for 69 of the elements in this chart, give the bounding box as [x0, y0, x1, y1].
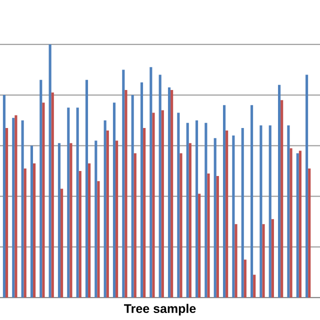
bar [30, 146, 34, 298]
bar [104, 120, 106, 298]
bar [177, 112, 180, 298]
bar [122, 70, 125, 298]
bar [308, 168, 311, 298]
bar [234, 224, 238, 298]
bar [287, 125, 290, 298]
bar [222, 105, 226, 298]
bar [21, 120, 24, 298]
bar [106, 130, 109, 298]
bar [253, 274, 256, 298]
bar [161, 110, 164, 298]
bar [6, 128, 8, 298]
bar [204, 122, 208, 298]
bar [33, 163, 36, 298]
bar [78, 170, 82, 298]
bar [262, 224, 265, 298]
bar [306, 74, 308, 298]
bar [12, 118, 15, 298]
bar [94, 140, 98, 298]
bar [226, 130, 228, 298]
bar [158, 74, 162, 298]
bar [51, 92, 54, 298]
bar [195, 120, 198, 298]
bar [260, 125, 262, 298]
bar [40, 80, 42, 298]
bar [60, 188, 64, 298]
bar [76, 108, 79, 298]
bar [280, 100, 284, 298]
bar [116, 140, 118, 298]
bar [48, 44, 52, 298]
bar [67, 108, 70, 298]
bar [24, 168, 26, 298]
bar [298, 150, 302, 298]
bar [180, 153, 182, 298]
bar [168, 87, 171, 298]
bar [188, 143, 192, 298]
bar [241, 128, 244, 298]
bar [131, 95, 134, 298]
bar [112, 102, 116, 298]
bar [232, 136, 235, 298]
bar [244, 260, 246, 298]
bar [85, 80, 88, 298]
x-axis-title: Tree sample [124, 304, 196, 316]
bar [140, 82, 144, 298]
bar [207, 174, 210, 298]
bar [42, 102, 45, 298]
bar [152, 112, 155, 298]
bar [186, 122, 189, 298]
bar [198, 194, 201, 298]
bar [170, 90, 174, 298]
bar [97, 181, 100, 298]
bar [124, 90, 128, 298]
bar [134, 153, 136, 298]
bar [290, 148, 292, 298]
bar [14, 115, 18, 298]
bar [271, 219, 274, 298]
bar [88, 163, 91, 298]
bar [216, 176, 219, 298]
bar [296, 153, 299, 298]
bar [278, 84, 281, 298]
bar [58, 143, 61, 298]
bar [143, 128, 146, 298]
bar [2, 95, 6, 298]
bar [70, 143, 72, 298]
bar [150, 67, 152, 298]
bar [214, 138, 216, 298]
bar [250, 105, 254, 298]
bar [268, 125, 272, 298]
